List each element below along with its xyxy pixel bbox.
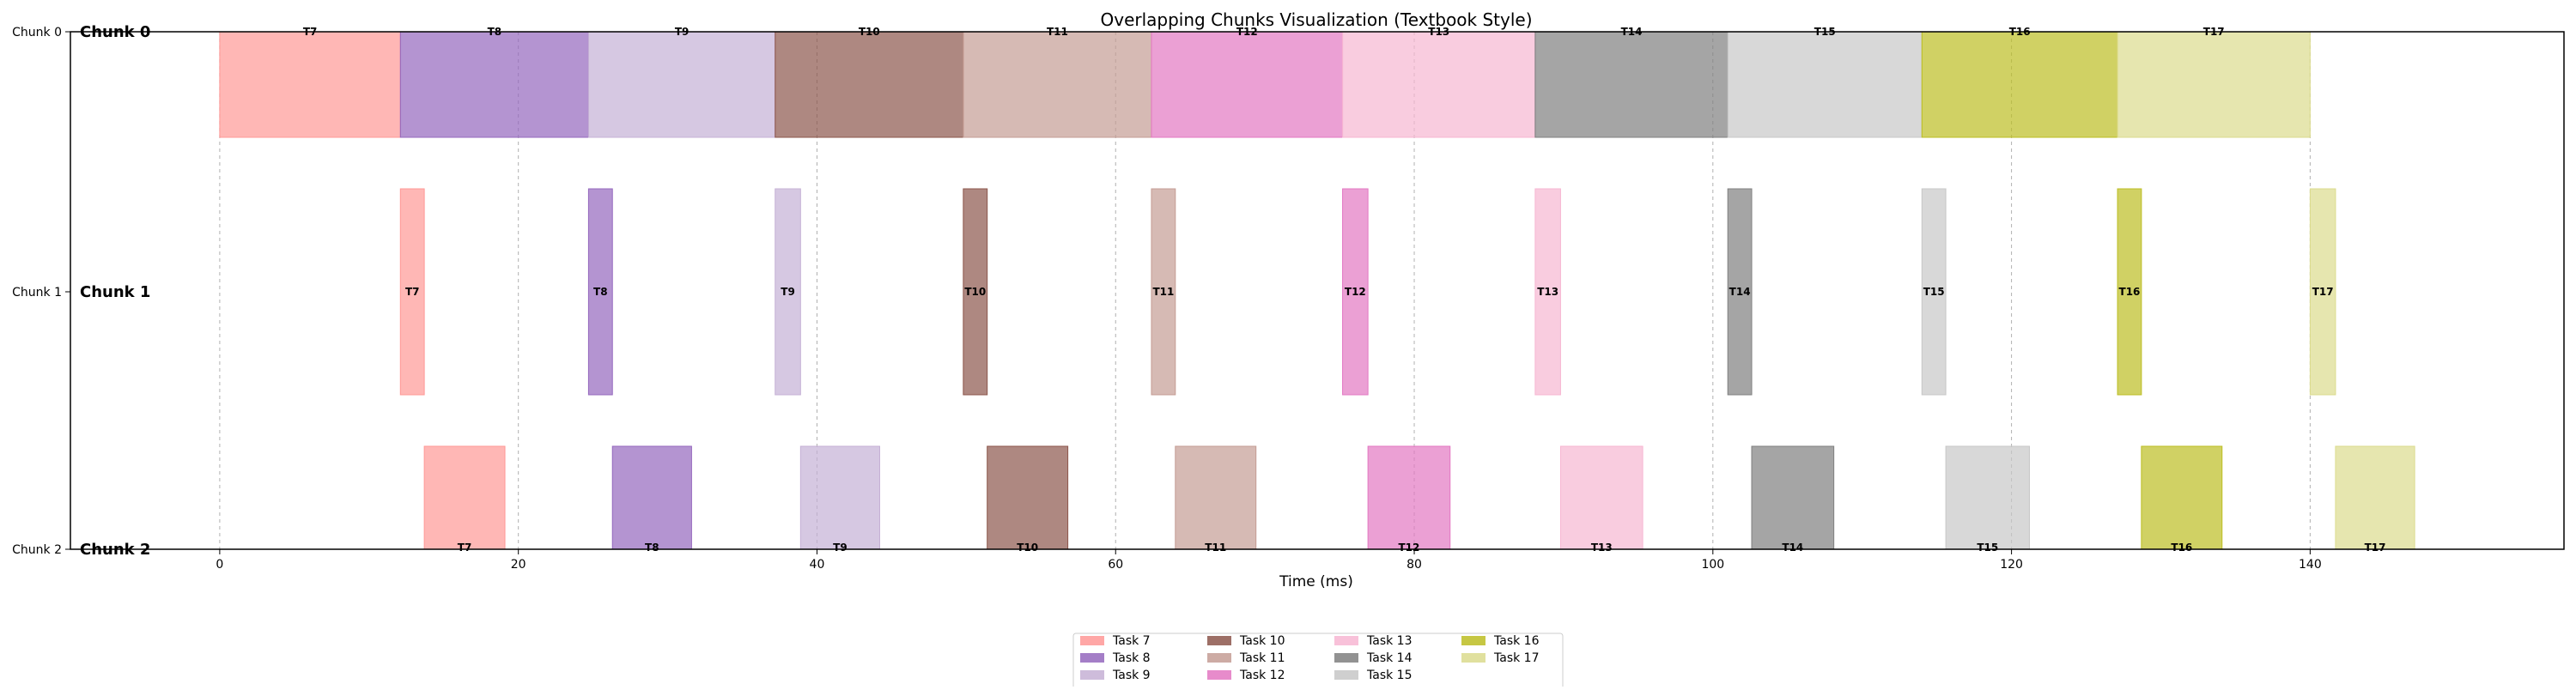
- bar-chunk2-t14: [1751, 445, 1835, 550]
- bar-label-chunk1-t16: T16: [2119, 286, 2141, 298]
- bar-chunk1-t15: [1921, 188, 1947, 396]
- y-tick-label-chunk2: Chunk 2: [12, 543, 62, 557]
- x-tick-label-80: 80: [1406, 558, 1422, 572]
- legend-label-t11: Task 11: [1239, 651, 1285, 665]
- legend-label-t10: Task 10: [1239, 634, 1285, 648]
- bar-chunk1-t7: [399, 188, 425, 396]
- bar-chunk2-t8: [611, 445, 692, 550]
- bar-chunk1-t9: [775, 188, 801, 396]
- x-tick-label-40: 40: [810, 558, 825, 572]
- legend-swatch-t14: [1334, 653, 1358, 663]
- bar-chunk0-t14: [1534, 31, 1728, 138]
- legend-label-t14: Task 14: [1366, 651, 1413, 665]
- bar-chunk1-t8: [587, 188, 613, 396]
- bar-label-chunk1-t12: T12: [1345, 286, 1366, 298]
- bar-chunk0-t8: [399, 31, 589, 138]
- bar-label-chunk1-t13: T13: [1537, 286, 1558, 298]
- legend-label-t9: Task 9: [1112, 669, 1151, 682]
- bar-chunk2-t15: [1945, 445, 2030, 550]
- bar-chunk0-t17: [2117, 31, 2311, 138]
- bar-label-chunk1-t7: T7: [405, 286, 420, 298]
- legend-swatch-t11: [1207, 653, 1231, 663]
- y-tick-label-chunk1: Chunk 1: [12, 286, 62, 300]
- legend-box: [1072, 632, 1564, 690]
- bar-label-chunk2-t8: T8: [645, 542, 659, 554]
- bar-chunk1-t13: [1534, 188, 1561, 396]
- legend-swatch-t17: [1461, 653, 1485, 663]
- x-tick-label-20: 20: [511, 558, 526, 572]
- chart-title: Overlapping Chunks Visualization (Textbo…: [1100, 9, 1532, 30]
- legend-swatch-t7: [1080, 636, 1104, 645]
- bar-chunk0-t11: [963, 31, 1152, 138]
- x-tick-label-0: 0: [216, 558, 223, 572]
- legend-swatch-t8: [1080, 653, 1104, 663]
- x-axis-label: Time (ms): [1279, 573, 1353, 590]
- bar-label-chunk2-t9: T9: [833, 542, 848, 554]
- legend-label-t17: Task 17: [1493, 651, 1539, 665]
- bar-chunk2-t11: [1175, 445, 1257, 550]
- bar-chunk1-t17: [2309, 188, 2336, 396]
- legend-label-t16: Task 16: [1493, 634, 1540, 648]
- x-tick-label-140: 140: [2299, 558, 2322, 572]
- y-tick-label-chunk0: Chunk 0: [12, 26, 62, 39]
- bar-chunk0-t15: [1727, 31, 1923, 138]
- plot-area: T7T7T7T8T8T8T9T9T9T10T10T10T11T11T11T12T…: [80, 23, 2415, 559]
- x-tick-label-120: 120: [2000, 558, 2023, 572]
- bar-chunk2-t16: [2141, 445, 2223, 550]
- x-tick-label-100: 100: [1701, 558, 1724, 572]
- bar-label-chunk2-t7: T7: [458, 542, 472, 554]
- legend: Task 7 Task 8 Task 9 Task 10 Task 11 Task 12 T…: [1072, 632, 1564, 690]
- row-title-chunk1: Chunk 1: [80, 283, 150, 301]
- bar-label-chunk2-t13: T13: [1591, 542, 1613, 554]
- bar-chunk1-t12: [1342, 188, 1369, 396]
- y-axis: Chunk 0 Chunk 1 Chunk 2: [12, 26, 70, 557]
- bar-chunk1-t14: [1727, 188, 1753, 396]
- x-tick-label-60: 60: [1108, 558, 1123, 572]
- bar-chunk2-t9: [799, 445, 880, 550]
- legend-swatch-t15: [1334, 670, 1358, 680]
- bar-label-chunk2-t10: T10: [1017, 542, 1038, 554]
- bar-chunk0-t12: [1151, 31, 1344, 138]
- bar-label-chunk2-t14: T14: [1782, 542, 1803, 554]
- bar-chunk2-t17: [2335, 445, 2415, 550]
- bar-chunk2-t12: [1367, 445, 1451, 550]
- bar-label-chunk2-t16: T16: [2171, 542, 2192, 554]
- bar-chunk1-t11: [1151, 188, 1176, 396]
- bar-label-chunk2-t11: T11: [1205, 542, 1226, 554]
- bar-label-chunk1-t8: T8: [593, 286, 608, 298]
- bar-chunk0-t10: [775, 31, 964, 138]
- legend-swatch-t9: [1080, 670, 1104, 680]
- bar-chunk1-t16: [2117, 188, 2142, 396]
- bar-chunk0-t9: [587, 31, 776, 138]
- bar-chunk0-t7: [219, 31, 401, 138]
- bar-label-chunk2-t17: T17: [2365, 542, 2386, 554]
- legend-label-t8: Task 8: [1112, 651, 1151, 665]
- bar-label-chunk1-t14: T14: [1729, 286, 1751, 298]
- legend-swatch-t16: [1461, 636, 1485, 645]
- plot-frame: [70, 31, 2565, 550]
- bar-chunk1-t10: [963, 188, 988, 396]
- legend-label-t13: Task 13: [1366, 634, 1412, 648]
- legend-swatch-t12: [1207, 670, 1231, 680]
- bar-label-chunk1-t9: T9: [781, 286, 795, 298]
- bar-label-chunk1-t17: T17: [2312, 286, 2334, 298]
- bar-label-chunk2-t12: T12: [1398, 542, 1419, 554]
- legend-swatch-t13: [1334, 636, 1358, 645]
- bar-chunk0-t16: [1921, 31, 2118, 138]
- bar-chunk0-t13: [1342, 31, 1536, 138]
- legend-label-t12: Task 12: [1239, 669, 1285, 682]
- bar-chunk2-t13: [1559, 445, 1643, 550]
- bar-label-chunk1-t10: T10: [964, 286, 986, 298]
- legend-label-t7: Task 7: [1112, 634, 1151, 648]
- bar-chunk2-t7: [423, 445, 506, 550]
- bar-chunk2-t10: [987, 445, 1069, 550]
- legend-swatch-t10: [1207, 636, 1231, 645]
- x-axis: 0 20 40 60 80 100 120 140: [216, 549, 2322, 572]
- bar-label-chunk1-t11: T11: [1152, 286, 1174, 298]
- bar-label-chunk2-t15: T15: [1977, 542, 1998, 554]
- legend-label-t15: Task 15: [1366, 669, 1412, 682]
- bar-label-chunk1-t15: T15: [1923, 286, 1945, 298]
